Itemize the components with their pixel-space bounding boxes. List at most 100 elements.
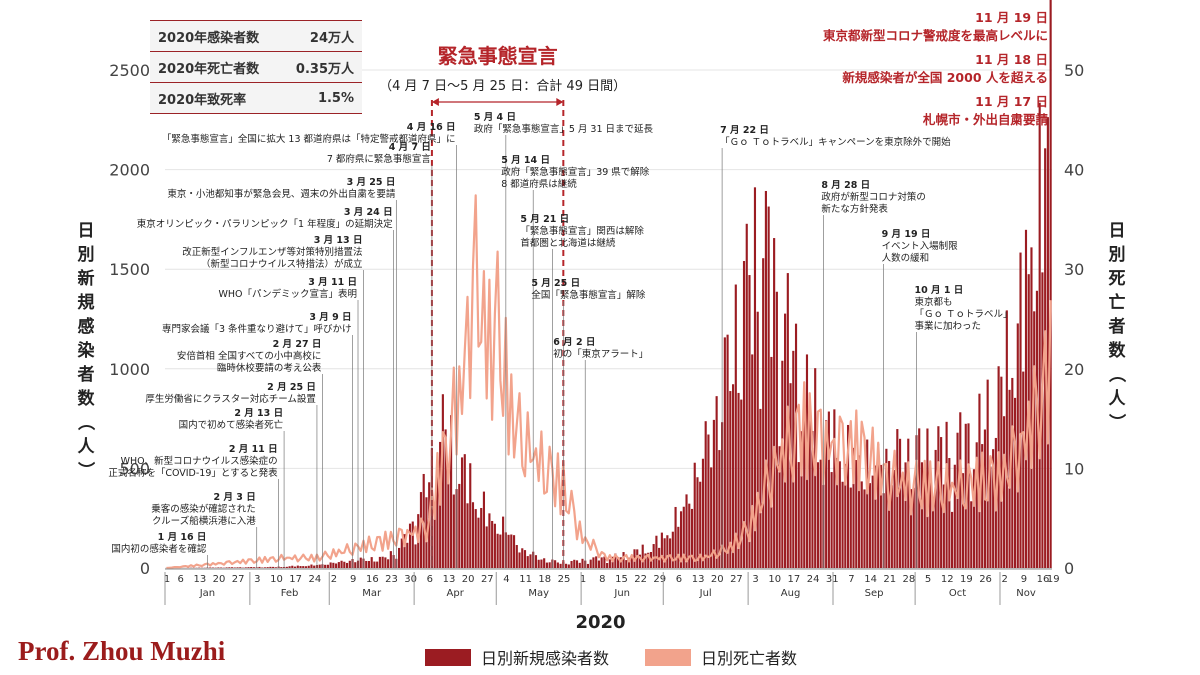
case-bar [923, 480, 926, 568]
case-bar [827, 411, 830, 568]
x-tick-label: 21 [883, 574, 896, 585]
case-bar [972, 469, 976, 568]
case-bar [816, 462, 819, 568]
case-bar [874, 465, 877, 568]
case-bar [690, 508, 694, 568]
case-bar [701, 458, 705, 568]
x-tick-label: 13 [193, 574, 206, 585]
case-bar [302, 566, 305, 568]
legend-label-cases: 日別新規感染者数 [481, 649, 610, 668]
case-bar [636, 549, 639, 568]
month-label: Jun [613, 588, 630, 599]
y2-axis-title: 死 [1109, 269, 1126, 289]
red-annotation-text: 東京都新型コロナ警戒度を最高レベルに [823, 28, 1048, 43]
case-bar [529, 554, 532, 568]
month-label: Oct [949, 588, 966, 599]
case-bar [759, 408, 762, 568]
x-tick-label: 20 [711, 574, 724, 585]
case-bar [794, 323, 798, 568]
y-axis-title: 数 [78, 388, 96, 409]
x-tick-label: 26 [979, 574, 992, 585]
case-bar [838, 461, 841, 568]
x-tick-label: 12 [941, 574, 954, 585]
x-tick-label: 17 [289, 574, 302, 585]
case-bar [803, 410, 806, 568]
emergency-subtitle: （4 月 7 日〜5 月 25 日：合計 49 日間） [379, 78, 626, 94]
case-bar [1011, 377, 1014, 568]
x-tick-label: 27 [730, 574, 743, 585]
annotation-text: 事業に加わった [914, 320, 981, 332]
case-bar [877, 443, 880, 568]
case-bar [909, 489, 913, 568]
case-bar [825, 420, 828, 568]
case-bar [556, 562, 559, 568]
summary-row-fatality: 2020年致死率 1.5% [150, 82, 362, 114]
annotation-text: 7 都府県に緊急事態宣言 [327, 153, 432, 165]
emergency-title: 緊急事態宣言 [438, 44, 558, 68]
case-bar [981, 444, 984, 568]
case-bar [625, 560, 628, 568]
annotation-text: 東京・小池都知事が緊急会見、週末の外出自粛を要請 [167, 188, 396, 200]
case-bar [606, 562, 609, 568]
case-bar [493, 523, 496, 568]
red-annotation-text: 新規感染者が全国 2000 人を超える [842, 70, 1048, 85]
y2-tick-label: 20 [1064, 360, 1084, 379]
case-bar [1049, 0, 1052, 568]
case-bar [293, 566, 297, 568]
case-bar [543, 558, 546, 568]
case-bar [326, 564, 329, 568]
case-bar [1005, 310, 1008, 568]
case-bar [250, 567, 253, 568]
y-tick-label: 2000 [109, 161, 150, 180]
case-bar [578, 562, 581, 568]
x-tick-label: 24 [308, 574, 321, 585]
annotation-date: 5 月 21 日 [520, 214, 569, 225]
case-bar [381, 556, 384, 568]
case-bar [332, 562, 335, 568]
summary-table: 2020年感染者数 24万人 2020年死亡者数 0.35万人 2020年致死率… [150, 20, 362, 114]
annotation-text: 専門家会議「3 条件重なり避けて」呼びかけ [162, 323, 352, 335]
case-bar [526, 556, 529, 568]
case-bar [548, 562, 551, 568]
case-bar [450, 415, 453, 568]
case-bar [1033, 311, 1036, 568]
annotation-date: 2 月 3 日 [214, 492, 256, 503]
case-bar [518, 552, 521, 568]
case-bar [712, 419, 715, 568]
case-bar [252, 567, 256, 568]
case-bar [898, 438, 902, 568]
case-bar [811, 430, 814, 568]
case-bar [534, 555, 538, 568]
case-bar [288, 566, 291, 568]
x-tick-label: 9 [1021, 574, 1027, 585]
case-bar [496, 533, 499, 568]
legend-label-deaths: 日別死亡者数 [701, 649, 798, 668]
case-bar [751, 354, 754, 568]
case-bar [934, 449, 937, 568]
annotation-text: イベント入場制限 [882, 240, 959, 252]
emergency-arrowhead [556, 98, 564, 106]
x-tick-label: 13 [692, 574, 705, 585]
case-bar [1003, 416, 1006, 568]
case-bar [225, 567, 228, 568]
case-bar [400, 538, 403, 568]
legend-item-deaths: 日別死亡者数 [645, 645, 797, 669]
month-label: Jan [199, 588, 215, 599]
x-tick-label: 14 [864, 574, 877, 585]
red-annotation-date: 11 月 19 日 [975, 10, 1048, 25]
x-tick-label: 16 [1037, 574, 1050, 585]
case-bar [767, 206, 770, 568]
x-tick-label: 31 [826, 574, 839, 585]
case-bar [710, 467, 713, 568]
case-bar [512, 535, 516, 568]
x-tick-label: 4 [503, 574, 509, 585]
case-bar [627, 557, 631, 568]
case-bar [970, 501, 973, 568]
case-bar [1035, 290, 1039, 568]
case-bar [477, 517, 480, 568]
case-bar [419, 492, 423, 568]
y2-axis-title: 者 [1108, 316, 1126, 337]
case-bar [398, 547, 401, 568]
case-bar [781, 360, 784, 568]
case-bar [734, 284, 737, 568]
